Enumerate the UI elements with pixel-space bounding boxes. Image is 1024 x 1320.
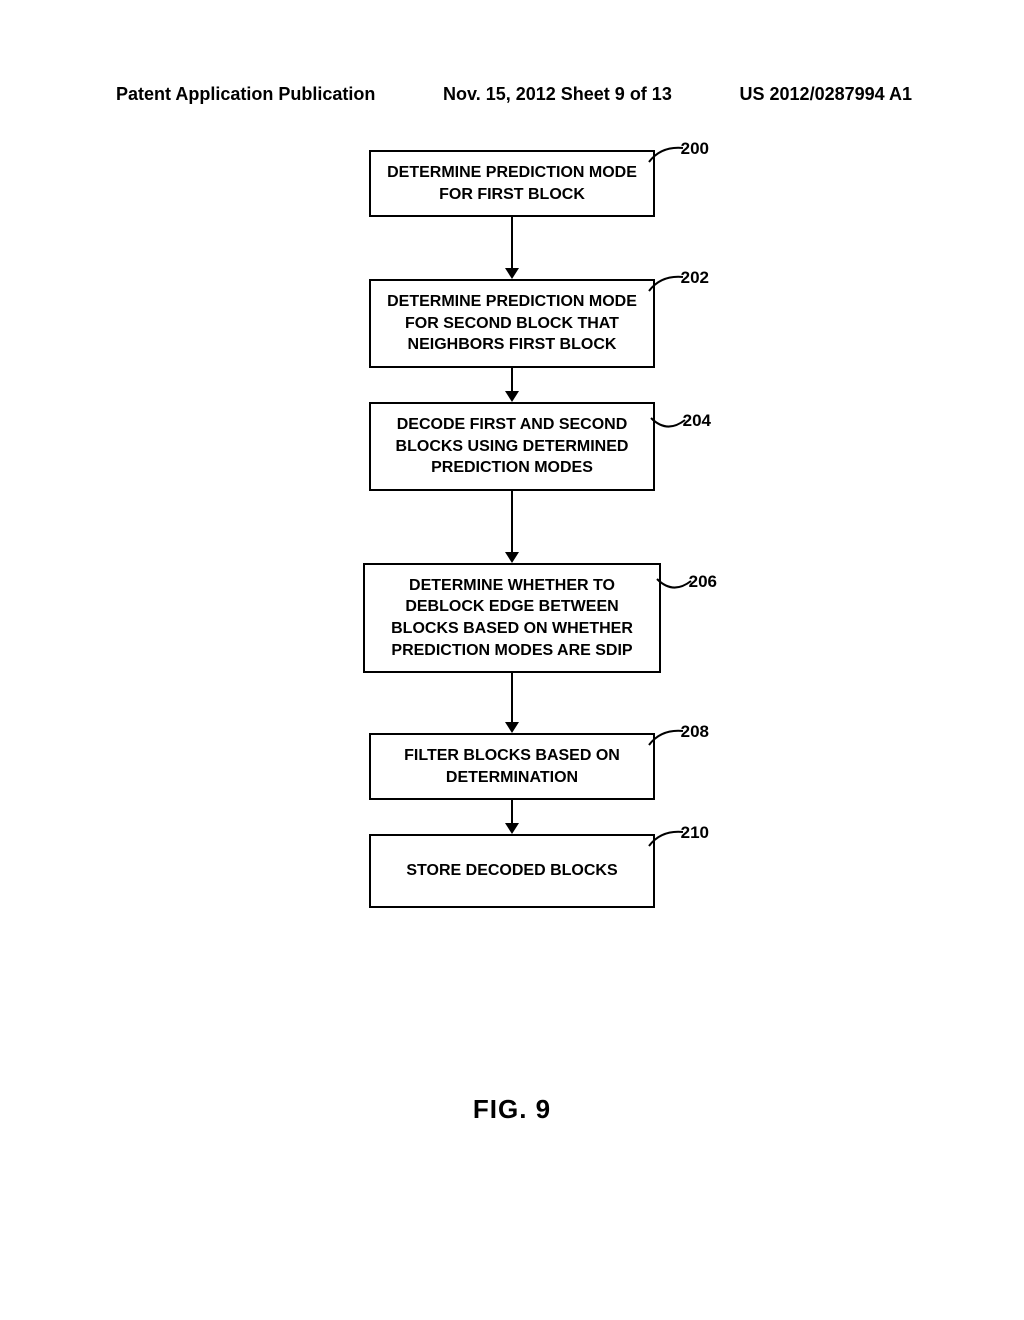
flow-box-line: DETERMINE PREDICTION MODE — [385, 162, 639, 184]
flow-box-204: DECODE FIRST AND SECONDBLOCKS USING DETE… — [369, 402, 655, 491]
arrow-line — [511, 491, 513, 553]
flow-box-200: DETERMINE PREDICTION MODEFOR FIRST BLOCK… — [369, 150, 655, 217]
flow-box-line: NEIGHBORS FIRST BLOCK — [385, 334, 639, 356]
ref-label-wrap: 208 — [681, 721, 709, 744]
flow-box-line: DECODE FIRST AND SECOND — [385, 414, 639, 436]
flow-box-line: BLOCKS BASED ON WHETHER — [379, 618, 645, 640]
flow-box-line: FOR SECOND BLOCK THAT — [385, 313, 639, 335]
arrow-head-icon — [505, 268, 519, 279]
arrow-line — [511, 368, 513, 392]
ref-leader-icon — [649, 412, 691, 436]
flow-box-202: DETERMINE PREDICTION MODEFOR SECOND BLOC… — [369, 279, 655, 368]
ref-label-wrap: 204 — [683, 410, 711, 433]
flow-box-206: DETERMINE WHETHER TODEBLOCK EDGE BETWEEN… — [363, 563, 661, 673]
arrow-line — [511, 673, 513, 723]
header-right: US 2012/0287994 A1 — [740, 84, 912, 105]
flow-box-line: DETERMINATION — [385, 767, 639, 789]
flow-box-line: FILTER BLOCKS BASED ON — [385, 745, 639, 767]
ref-leader-icon — [647, 828, 689, 852]
ref-label-wrap: 202 — [681, 267, 709, 290]
header-center: Nov. 15, 2012 Sheet 9 of 13 — [443, 84, 672, 105]
arrow-head-icon — [505, 552, 519, 563]
arrow-line — [511, 217, 513, 269]
arrow-line — [511, 800, 513, 824]
flow-box-line: PREDICTION MODES — [385, 457, 639, 479]
flow-arrow — [505, 217, 519, 279]
flow-box-210: STORE DECODED BLOCKS210 — [369, 834, 655, 908]
flow-box-line: STORE DECODED BLOCKS — [385, 860, 639, 882]
page-header: Patent Application Publication Nov. 15, … — [0, 84, 1024, 105]
flow-arrow — [505, 491, 519, 563]
flow-box-line: PREDICTION MODES ARE SDIP — [379, 640, 645, 662]
arrow-head-icon — [505, 391, 519, 402]
arrow-head-icon — [505, 722, 519, 733]
ref-label-wrap: 206 — [689, 571, 717, 594]
flow-box-line: DETERMINE WHETHER TO — [379, 575, 645, 597]
header-left: Patent Application Publication — [116, 84, 375, 105]
ref-label-wrap: 200 — [681, 138, 709, 161]
flow-arrow — [505, 673, 519, 733]
flow-box-line: FOR FIRST BLOCK — [385, 184, 639, 206]
ref-leader-icon — [647, 273, 689, 297]
ref-leader-icon — [655, 573, 697, 597]
flow-arrow — [505, 368, 519, 402]
flow-box-line: DETERMINE PREDICTION MODE — [385, 291, 639, 313]
flowchart: DETERMINE PREDICTION MODEFOR FIRST BLOCK… — [0, 150, 1024, 908]
flow-box-208: FILTER BLOCKS BASED ONDETERMINATION208 — [369, 733, 655, 800]
ref-label-wrap: 210 — [681, 822, 709, 845]
flow-box-line: DEBLOCK EDGE BETWEEN — [379, 596, 645, 618]
arrow-head-icon — [505, 823, 519, 834]
figure-label: FIG. 9 — [0, 1094, 1024, 1125]
ref-leader-icon — [647, 727, 689, 751]
flow-arrow — [505, 800, 519, 834]
flow-box-line: BLOCKS USING DETERMINED — [385, 436, 639, 458]
ref-leader-icon — [647, 144, 689, 168]
